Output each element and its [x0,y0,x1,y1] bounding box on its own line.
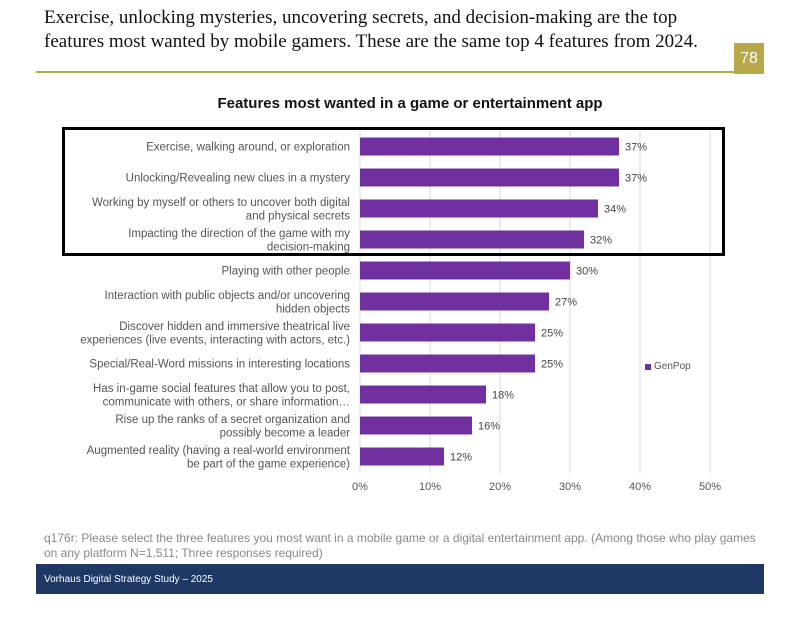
category-label-line: Impacting the direction of the game with… [128,228,350,240]
bar-value-label: 25% [541,359,563,371]
category-label: Working by myself or others to uncover b… [92,197,350,223]
category-label-line: Interaction with public objects and/or u… [105,290,350,302]
category-label-line: communicate with others, or share inform… [103,396,350,408]
category-label-line: Rise up the ranks of a secret organizati… [115,414,350,426]
bar-value-label: 32% [590,235,612,247]
category-label-line: Discover hidden and immersive theatrical… [119,321,350,333]
bar [360,261,570,280]
bar [360,354,535,373]
bar-value-label: 30% [576,266,598,278]
bar [360,168,619,187]
chart-legend: GenPop [645,361,691,372]
bar-value-label: 25% [541,328,563,340]
footer-text: Vorhaus Digital Strategy Study – 2025 [44,573,213,585]
category-label: Exercise, walking around, or exploration [146,142,350,154]
category-label-line: decision-making [267,241,350,253]
bar [360,416,472,435]
bar-value-label: 37% [625,142,647,154]
category-label: Playing with other people [222,266,351,278]
category-label: Rise up the ranks of a secret organizati… [115,414,350,440]
x-tick-label: 10% [419,481,441,493]
category-label: Special/Real-Word missions in interestin… [89,359,350,371]
category-label-line: hidden objects [276,303,350,315]
bar [360,230,584,249]
category-label: Discover hidden and immersive theatrical… [80,321,350,347]
legend-label: GenPop [654,361,691,372]
x-tick-label: 30% [559,481,581,493]
page-number-badge: 78 [734,43,764,74]
footer-bar: Vorhaus Digital Strategy Study – 2025 [36,564,764,594]
x-tick-label: 50% [699,481,721,493]
category-label: Augmented reality (having a real-world e… [87,445,351,471]
category-label-line: Has in-game social features that allow y… [93,383,350,395]
bar-value-label: 16% [478,421,500,433]
bar-value-label: 37% [625,173,647,185]
category-label-line: Working by myself or others to uncover b… [92,197,350,209]
bar [360,292,549,311]
bar-value-label: 34% [604,204,626,216]
category-label-line: Unlocking/Revealing new clues in a myste… [126,173,351,185]
category-label-line: Special/Real-Word missions in interestin… [89,359,350,371]
chart-title: Features most wanted in a game or entert… [217,95,603,112]
category-label-line: Playing with other people [222,266,351,278]
category-label-line: possibly become a leader [220,427,351,439]
category-label-line: Augmented reality (having a real-world e… [87,445,351,457]
bar-value-label: 18% [492,390,514,402]
bar [360,137,619,156]
bar [360,385,486,404]
category-label-line: experiences (live events, interacting wi… [80,334,350,346]
category-label-line: Exercise, walking around, or exploration [146,142,350,154]
category-label: Unlocking/Revealing new clues in a myste… [126,173,351,185]
title-divider [36,71,736,73]
x-tick-label: 20% [489,481,511,493]
x-tick-label: 40% [629,481,651,493]
bar [360,447,444,466]
bar-value-label: 27% [555,297,577,309]
legend-swatch [645,363,651,370]
category-label-line: and physical secrets [246,210,350,222]
category-label: Has in-game social features that allow y… [93,383,350,409]
top-features-highlight-box [62,127,725,256]
bar-value-label: 12% [450,452,472,464]
category-label: Interaction with public objects and/or u… [105,290,351,316]
category-label-line: be part of the game experience) [187,458,350,470]
bar [360,199,598,218]
bar [360,323,535,342]
x-tick-label: 0% [352,481,368,493]
survey-footnote: q176r: Please select the three features … [44,531,756,560]
slide-title: Exercise, unlocking mysteries, uncoverin… [44,7,698,52]
category-label: Impacting the direction of the game with… [128,228,350,254]
